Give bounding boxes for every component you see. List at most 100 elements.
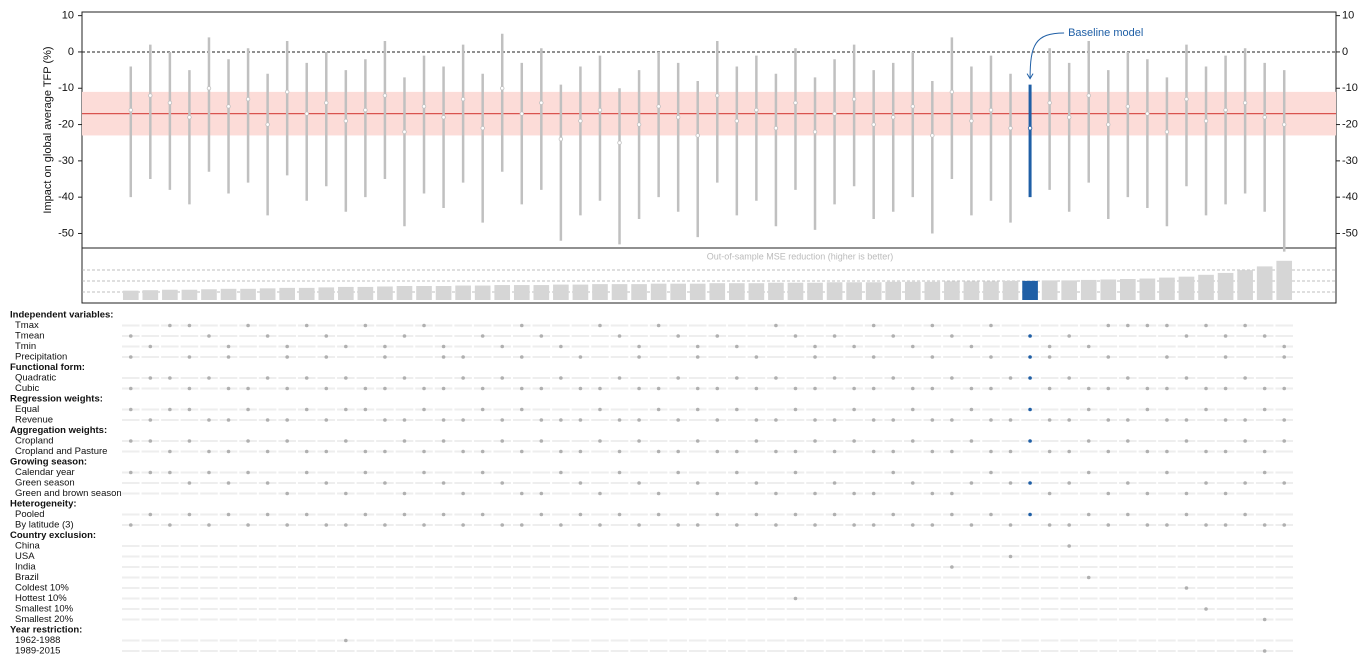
spec-slot	[1040, 555, 1059, 558]
spec-dot	[128, 386, 133, 391]
spec-slot	[122, 566, 140, 568]
spec-slot	[122, 576, 140, 579]
spec-dot	[832, 449, 837, 454]
spec-slot	[982, 639, 1000, 642]
spec-slot	[1236, 387, 1254, 390]
spec-dot	[344, 376, 348, 380]
spec-slot	[1099, 576, 1118, 579]
spec-slot	[825, 597, 844, 600]
spec-slot	[649, 597, 668, 600]
spec-slot	[473, 377, 492, 379]
spec-dot	[1008, 449, 1013, 454]
spec-slot	[610, 345, 629, 348]
spec-dot	[519, 523, 524, 527]
spec-slot	[825, 387, 844, 390]
spec-dot	[1145, 323, 1150, 328]
spec-slot	[122, 545, 140, 547]
spec-slot	[1138, 639, 1157, 642]
spec-dot	[735, 344, 739, 349]
spec-dot	[402, 439, 407, 443]
spec-slot	[962, 587, 981, 589]
spec-dot	[1047, 449, 1052, 454]
spec-slot	[825, 545, 844, 547]
mse-bar	[1159, 277, 1175, 300]
spec-slot	[1197, 597, 1215, 600]
spec-slot	[454, 387, 472, 390]
spec-slot	[923, 555, 942, 558]
spec-slot	[1079, 356, 1098, 358]
spec-dot	[1223, 334, 1228, 338]
spec-dot	[891, 512, 896, 517]
spec-slot	[532, 545, 551, 547]
spec-slot	[1177, 597, 1196, 600]
spec-slot	[884, 387, 902, 390]
spec-slot	[884, 408, 902, 411]
spec-slot	[591, 377, 609, 379]
spec-dot	[168, 523, 172, 527]
spec-slot	[708, 356, 727, 358]
spec-slot	[1040, 639, 1059, 642]
spec-slot	[688, 492, 707, 495]
estimate	[519, 111, 524, 116]
spec-slot	[864, 650, 883, 652]
spec-slot	[806, 608, 824, 610]
spec-slot	[1275, 608, 1293, 610]
spec-slot	[904, 513, 922, 516]
estimate	[187, 115, 192, 120]
spec-slot	[708, 639, 727, 642]
spec-slot	[767, 639, 785, 642]
spec-dot	[500, 344, 505, 349]
spec-slot	[786, 639, 805, 642]
spec-dot	[852, 386, 856, 391]
spec-slot	[415, 555, 433, 558]
spec-slot	[454, 566, 472, 568]
y-tick-label-right: -10	[1342, 82, 1358, 94]
spec-slot	[337, 587, 355, 589]
spec-slot	[669, 597, 687, 600]
spec-slot	[239, 576, 257, 579]
spec-slot	[864, 587, 883, 589]
spec-slot	[884, 345, 902, 348]
spec-slot	[180, 597, 199, 600]
spec-dot	[1067, 449, 1071, 454]
spec-dot	[1086, 407, 1091, 412]
row-label: Tmin	[15, 341, 36, 352]
spec-dot	[1106, 449, 1111, 454]
spec-slot	[258, 618, 277, 621]
spec-slot	[258, 408, 277, 411]
spec-slot	[1216, 482, 1235, 484]
spec-dot	[207, 523, 211, 527]
spec-dot	[519, 386, 524, 391]
spec-dot	[656, 323, 661, 328]
spec-slot	[669, 324, 687, 327]
spec-dot	[1223, 386, 1228, 391]
spec-dot	[1282, 481, 1287, 485]
spec-slot	[337, 482, 355, 484]
spec-slot	[1079, 482, 1098, 484]
spec-slot	[884, 482, 902, 484]
spec-slot	[1021, 650, 1039, 652]
spec-slot	[278, 513, 296, 516]
spec-slot	[884, 587, 902, 589]
spec-slot	[1216, 555, 1235, 558]
spec-slot	[825, 408, 844, 411]
spec-slot	[1158, 345, 1176, 348]
spec-slot	[708, 650, 727, 652]
spec-dot	[539, 439, 544, 443]
spec-slot	[258, 555, 277, 558]
spec-slot	[258, 566, 277, 568]
spec-slot	[708, 324, 727, 327]
spec-slot	[669, 650, 687, 652]
spec-dot	[265, 481, 270, 485]
spec-slot	[1060, 650, 1078, 652]
estimate	[304, 111, 309, 116]
spec-dot	[304, 470, 309, 475]
spec-slot	[1138, 482, 1157, 484]
spec-slot	[806, 482, 824, 484]
spec-dot	[363, 323, 368, 328]
spec-dot	[578, 512, 583, 517]
spec-slot	[1060, 345, 1078, 348]
spec-dot	[1067, 481, 1071, 485]
spec-slot	[904, 597, 922, 600]
spec-slot	[200, 408, 218, 411]
